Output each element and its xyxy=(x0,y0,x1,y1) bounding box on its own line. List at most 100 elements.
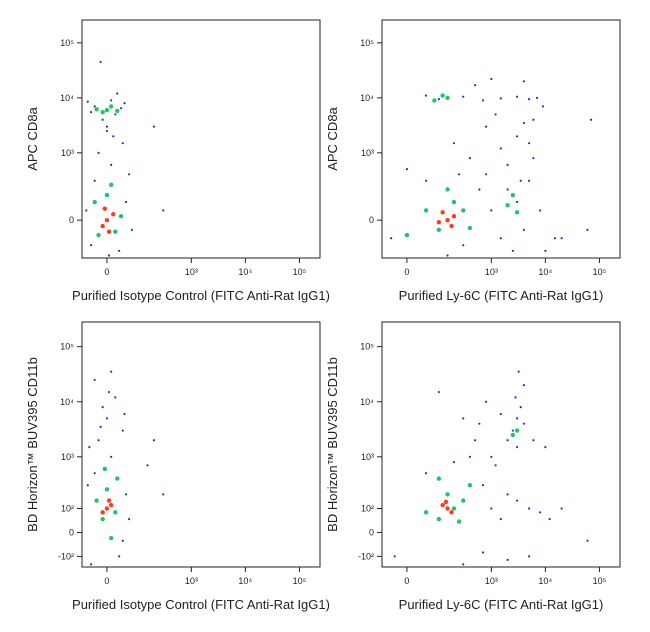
data-point xyxy=(432,98,437,103)
data-point xyxy=(484,400,488,403)
data-point xyxy=(451,506,457,511)
data-point xyxy=(462,563,465,566)
data-point xyxy=(517,370,520,373)
y-axis-label: BD Horizon™ BUV395 CD11b xyxy=(325,357,340,532)
data-point xyxy=(404,232,410,238)
x-tick-label: 10⁴ xyxy=(538,267,552,277)
data-point xyxy=(516,95,519,98)
data-point xyxy=(541,105,545,108)
data-point xyxy=(532,439,535,442)
data-point xyxy=(478,422,481,425)
plot: 0 10³ 10⁴ 10⁵ -10² 0 10² 10³ 10⁴ 10⁵ Purified Ly-6… xyxy=(325,321,621,612)
data-point xyxy=(451,213,457,219)
data-point xyxy=(528,142,531,145)
plot: 0 10³ 10⁴ 10⁵ 0 10³ 10⁴ 10⁵ Purified Ly-6C (FITC… xyxy=(325,19,621,303)
y-tick-label: 10⁴ xyxy=(60,93,74,103)
data-point xyxy=(440,93,445,98)
data-point xyxy=(94,107,99,112)
x-tick-label: 0 xyxy=(404,576,409,586)
data-point xyxy=(114,113,117,116)
data-point xyxy=(152,125,156,128)
data-point xyxy=(445,95,450,101)
data-point xyxy=(105,417,109,420)
data-point xyxy=(462,417,465,420)
data-point xyxy=(449,510,454,515)
data-point xyxy=(532,118,535,121)
x-axis-label: Purified Isotype Control (FITC Anti-Rat … xyxy=(72,288,330,303)
data-point xyxy=(548,517,551,521)
x-tick-label: 0 xyxy=(404,267,409,277)
data-point xyxy=(532,157,535,160)
data-point xyxy=(100,109,105,115)
data-point xyxy=(511,249,514,252)
data-point xyxy=(499,97,502,100)
data-point xyxy=(544,249,547,252)
data-point xyxy=(514,210,520,215)
y-tick-label: 10⁴ xyxy=(60,397,74,407)
data-point xyxy=(510,192,516,198)
x-tick-label: 0 xyxy=(104,576,109,586)
data-point xyxy=(116,92,119,95)
data-point xyxy=(107,254,111,257)
data-point xyxy=(92,199,97,205)
data-point xyxy=(121,142,124,145)
data-point xyxy=(443,499,449,505)
data-point xyxy=(440,502,445,508)
data-point xyxy=(446,254,449,257)
data-point xyxy=(510,432,516,438)
x-tick-label: 10⁴ xyxy=(538,576,552,586)
data-point xyxy=(118,213,124,219)
data-point xyxy=(506,493,509,496)
data-point xyxy=(85,209,88,212)
data-point xyxy=(528,179,531,182)
x-tick-label: 10⁵ xyxy=(593,267,607,277)
data-point xyxy=(115,108,120,114)
y-tick-label: 10³ xyxy=(61,452,74,462)
data-point xyxy=(539,511,542,514)
data-point xyxy=(436,227,442,233)
data-point xyxy=(110,99,113,102)
data-point xyxy=(100,223,105,229)
data-point xyxy=(94,498,99,503)
data-point xyxy=(124,493,128,496)
data-point xyxy=(499,517,502,521)
data-point xyxy=(505,203,510,208)
data-point xyxy=(490,209,493,212)
data-point xyxy=(516,417,519,420)
data-point xyxy=(115,476,120,481)
data-point xyxy=(110,455,113,458)
data-point xyxy=(128,517,131,521)
y-tick-label: 10³ xyxy=(361,148,374,158)
data-point xyxy=(499,412,502,416)
x-axis-label: Purified Ly-6C (FITC Anti-Rat IgG1) xyxy=(399,288,604,303)
data-point xyxy=(506,558,509,561)
data-point xyxy=(89,563,93,566)
data-point xyxy=(457,173,461,176)
y-tick-label: -10² xyxy=(58,551,74,561)
data-point xyxy=(97,439,100,442)
data-point xyxy=(461,498,466,503)
data-point xyxy=(490,77,493,81)
data-point xyxy=(146,464,149,467)
y-tick-label: 0 xyxy=(69,215,74,225)
data-point xyxy=(123,102,126,105)
data-point xyxy=(522,121,525,125)
data-point xyxy=(522,384,525,387)
data-point xyxy=(462,244,465,247)
data-point xyxy=(123,412,126,416)
y-tick-label: -10² xyxy=(358,551,374,561)
data-point xyxy=(445,187,450,192)
data-point xyxy=(516,200,519,204)
data-point xyxy=(462,95,465,98)
data-point xyxy=(130,228,133,231)
data-point xyxy=(514,396,517,399)
data-point xyxy=(484,125,488,128)
data-point xyxy=(96,232,101,238)
y-axis-label: BD Horizon™ BUV395 CD11b xyxy=(25,357,40,532)
data-point xyxy=(118,249,121,252)
data-point xyxy=(101,118,104,121)
data-point xyxy=(423,208,429,213)
data-point xyxy=(522,422,525,425)
data-point xyxy=(539,209,542,212)
